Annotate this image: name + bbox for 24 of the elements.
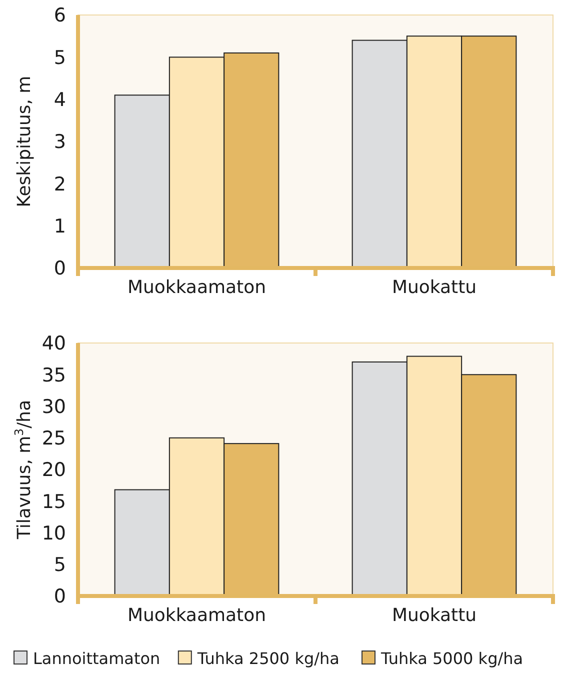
y-tick-label: 40 [42,332,66,355]
y-tick-label: 2 [54,173,66,196]
y-axis-title: Keskipituus, m [14,76,35,208]
y-tick-label: 4 [54,88,66,111]
x-tick-label: Muokattu [392,277,477,298]
legend-label: Tuhka 5000 kg/ha [380,649,524,668]
y-tick-label: 35 [42,364,66,386]
x-tick-label: Muokkaamaton [127,277,266,298]
y-tick-label: 6 [54,4,66,27]
y-tick-label: 15 [42,490,66,513]
y-tick-label: 10 [42,522,66,544]
y-tick-label: 5 [54,46,66,69]
y-tick-label: 3 [54,131,66,154]
y-tick-label: 25 [42,428,66,450]
y-tick-label: 0 [54,586,66,608]
y-tick-label: 1 [54,215,66,238]
y-tick-label: 0 [54,258,66,280]
y-tick-label: 20 [42,459,66,482]
legend-label: Lannoittamaton [33,649,160,668]
legend-label: Tuhka 2500 kg/ha [196,649,340,668]
y-tick-label: 5 [54,554,66,576]
x-tick-label: Muokattu [392,605,477,626]
x-tick-label: Muokkaamaton [127,605,266,626]
y-tick-label: 30 [42,396,66,418]
